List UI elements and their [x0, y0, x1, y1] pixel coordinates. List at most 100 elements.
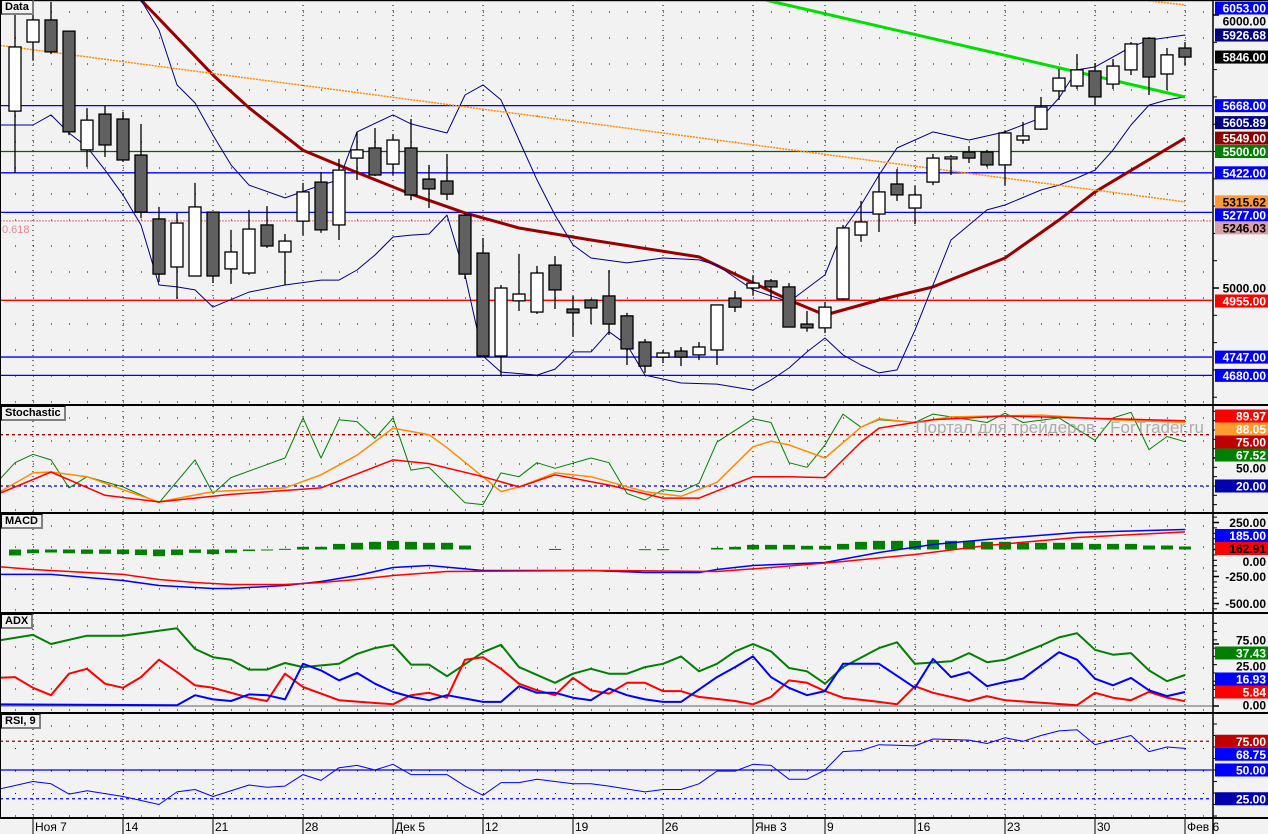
candle-bearish: [890, 183, 904, 196]
adx-panel: [0, 614, 1212, 712]
value-label-box: [1215, 685, 1268, 699]
candle-bearish: [476, 252, 490, 357]
rsi-panel: [0, 714, 1212, 818]
histogram-bar: [63, 549, 75, 554]
candle-bullish: [386, 139, 400, 165]
value-label-box: [1215, 734, 1268, 748]
value-label-box: [1215, 99, 1268, 113]
value-label: 4680.00: [1223, 369, 1267, 383]
candle-bullish: [332, 169, 346, 226]
rsi-panel-title: RSI, 9: [1, 714, 41, 729]
histogram-bar: [747, 544, 759, 550]
axis-tick-label: 250.00: [1229, 516, 1266, 530]
value-label: 75.00: [1236, 436, 1266, 450]
main-panel-title: Data: [1, 0, 34, 15]
candle-bullish: [656, 352, 670, 358]
value-label-box: [1215, 221, 1268, 235]
histogram-bar: [27, 549, 39, 554]
axis-tick-label: 50.00: [1236, 462, 1266, 476]
candle-bearish: [962, 151, 976, 159]
date-label: 23: [1007, 820, 1021, 834]
histogram-bar: [153, 549, 165, 557]
candle-bearish: [152, 218, 166, 275]
candle-bearish: [782, 286, 796, 328]
histogram-bar: [549, 548, 561, 550]
histogram-bar: [279, 548, 291, 550]
histogram-bar: [1107, 543, 1119, 550]
value-label: 89.97: [1236, 410, 1266, 424]
histogram-bar: [999, 541, 1011, 550]
date-label: Янв 3: [755, 820, 787, 834]
candle-bullish: [278, 240, 292, 253]
candle-bearish: [584, 299, 598, 309]
value-label: 5926.68: [1223, 29, 1267, 43]
value-label-box: [1215, 195, 1268, 209]
histogram-bar: [1161, 545, 1173, 550]
candle-bullish: [1070, 69, 1084, 87]
value-label: 5277.00: [1223, 208, 1267, 222]
candle-bullish: [494, 287, 508, 357]
histogram-bar: [189, 549, 201, 553]
value-label-box: [1215, 350, 1268, 364]
candle-bullish: [80, 119, 94, 151]
histogram-bar: [1143, 545, 1155, 550]
value-label: 75.00: [1236, 735, 1266, 749]
histogram-bar: [1017, 542, 1029, 550]
value-label-box: [1215, 672, 1268, 686]
candle-bullish: [836, 227, 850, 300]
value-label: 6053.00: [1223, 2, 1267, 16]
value-label-box: [1215, 28, 1268, 42]
candle-bullish: [170, 222, 184, 268]
date-label: 9: [827, 820, 834, 834]
axis-tick-label: -250.00: [1225, 570, 1266, 584]
axis-tick-label: 6000.00: [1223, 15, 1267, 29]
histogram-bar: [315, 546, 327, 550]
value-label: 4747.00: [1223, 351, 1267, 365]
date-label: 28: [305, 820, 319, 834]
candle-bearish: [764, 280, 778, 288]
stoch-fast: [0, 411, 1186, 506]
value-label-box: [1215, 422, 1268, 436]
value-label-box: [1215, 368, 1268, 382]
histogram-bar: [369, 541, 381, 550]
candle-bearish: [602, 295, 616, 325]
histogram-bar: [171, 549, 183, 556]
candle-bearish: [728, 297, 742, 308]
value-label: 5.84: [1243, 686, 1267, 700]
candle-bullish: [242, 228, 256, 274]
value-label: 88.05: [1236, 423, 1266, 437]
value-label-box: [1215, 747, 1268, 761]
histogram-bar: [135, 549, 147, 556]
candle-bullish: [1016, 135, 1030, 141]
histogram-bar: [387, 540, 399, 550]
value-label: 5246.03: [1223, 221, 1267, 235]
value-label: 67.52: [1236, 449, 1266, 463]
candle-bearish: [1178, 47, 1192, 58]
value-label: 50.00: [1236, 764, 1266, 778]
value-label-box: [1215, 208, 1268, 222]
histogram-bar: [783, 544, 795, 550]
histogram-bar: [837, 543, 849, 550]
stochastic-panel-title: Stochastic: [1, 406, 66, 421]
candle-bearish: [206, 211, 220, 277]
value-label: 20.00: [1236, 479, 1266, 493]
value-label-box: [1215, 294, 1268, 308]
value-label: 185.00: [1229, 529, 1266, 543]
macd-panel: [0, 514, 1212, 612]
candle-bearish: [1142, 37, 1156, 78]
adx-line: [0, 627, 1186, 685]
value-label: 5846.00: [1223, 51, 1267, 65]
candle-bearish: [422, 178, 436, 190]
watermark: Портал для трейдеров - ForTrader.ru: [915, 418, 1204, 437]
adx-panel-title: ADX: [1, 614, 34, 629]
candle-bullish: [1052, 77, 1066, 92]
date-label: 16: [917, 820, 931, 834]
candle-bullish: [818, 306, 832, 329]
value-label-box: [1215, 131, 1268, 145]
value-label: 4955.00: [1223, 295, 1267, 309]
candle-bullish: [926, 157, 940, 183]
histogram-bar: [99, 549, 111, 554]
axis-tick-label: 5000.00: [1223, 282, 1267, 296]
date-label: 19: [575, 820, 589, 834]
candle-bullish: [908, 194, 922, 209]
